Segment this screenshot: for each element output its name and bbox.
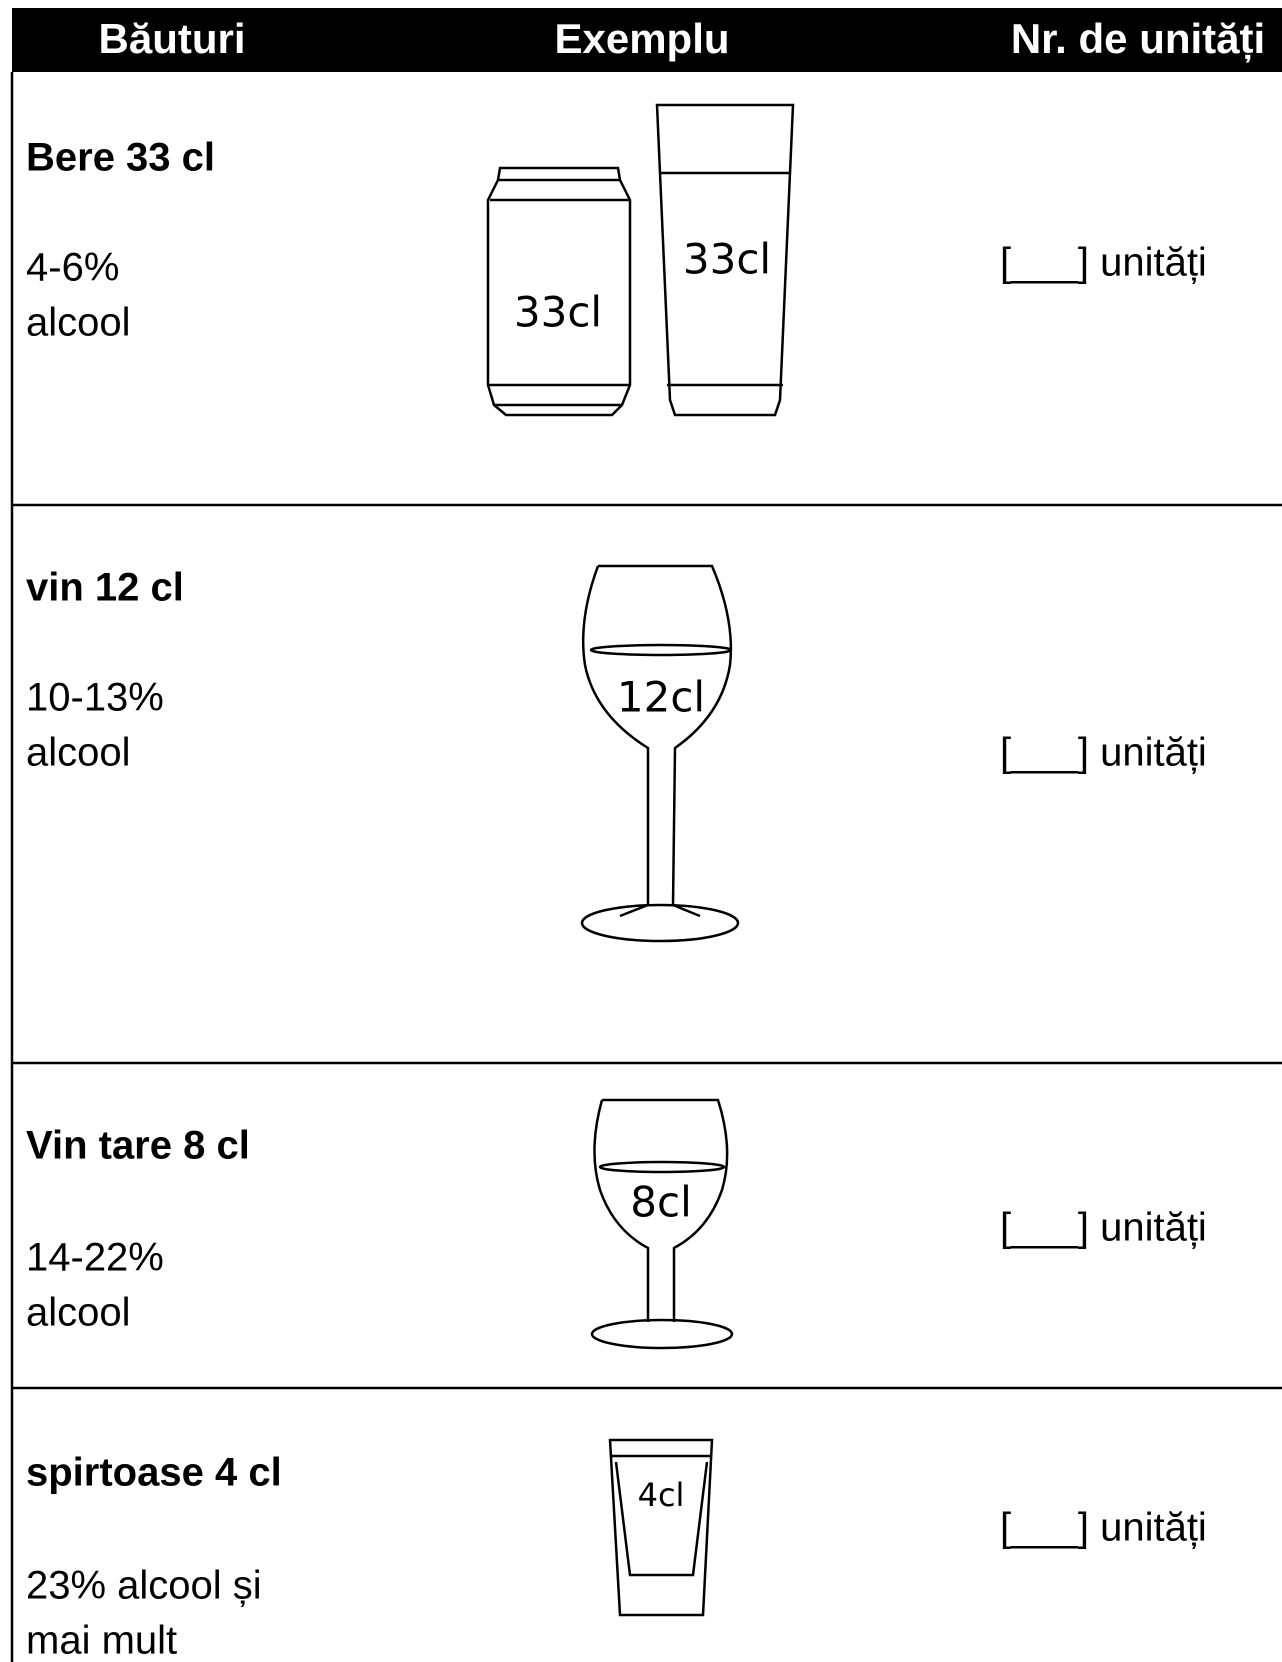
volume-label: 12cl: [617, 673, 705, 722]
units-field: [___] unități: [1000, 1506, 1207, 1550]
wine-glass: [582, 566, 738, 941]
drink-name: vin 12 cl: [26, 566, 184, 610]
header-cell: Exemplu: [554, 15, 729, 62]
alcohol-text: mai mult: [26, 1619, 177, 1662]
units-field: [___] unități: [1000, 241, 1207, 285]
alcohol-text: 23% alcool și: [26, 1564, 262, 1608]
alcohol-text: 10-13%: [26, 676, 164, 720]
volume-label: 4cl: [638, 1476, 685, 1514]
units-field: [___] unități: [1000, 1206, 1207, 1250]
header-cell: Nr. de unități: [1011, 15, 1265, 63]
drink-name: spirtoase 4 cl: [26, 1451, 282, 1495]
alcohol-text: alcool: [26, 301, 131, 345]
header-cell: Băuturi: [99, 15, 246, 62]
alcohol-text: 4-6%: [26, 246, 119, 290]
volume-label: 8cl: [630, 1178, 691, 1227]
volume-label: 33cl: [683, 235, 771, 284]
alcohol-text: alcool: [26, 1291, 131, 1335]
drink-name: Vin tare 8 cl: [26, 1124, 250, 1168]
alcohol-text: 14-22%: [26, 1236, 164, 1280]
shot-glass: [610, 1440, 712, 1615]
drinks-table: Băuturi Exemplu Nr. de unități Bere 33 c…: [0, 0, 1282, 1662]
drink-name: Bere 33 cl: [26, 136, 215, 180]
volume-label: 33cl: [514, 288, 602, 337]
alcohol-text: alcool: [26, 731, 131, 775]
units-field: [___] unități: [1000, 731, 1207, 775]
